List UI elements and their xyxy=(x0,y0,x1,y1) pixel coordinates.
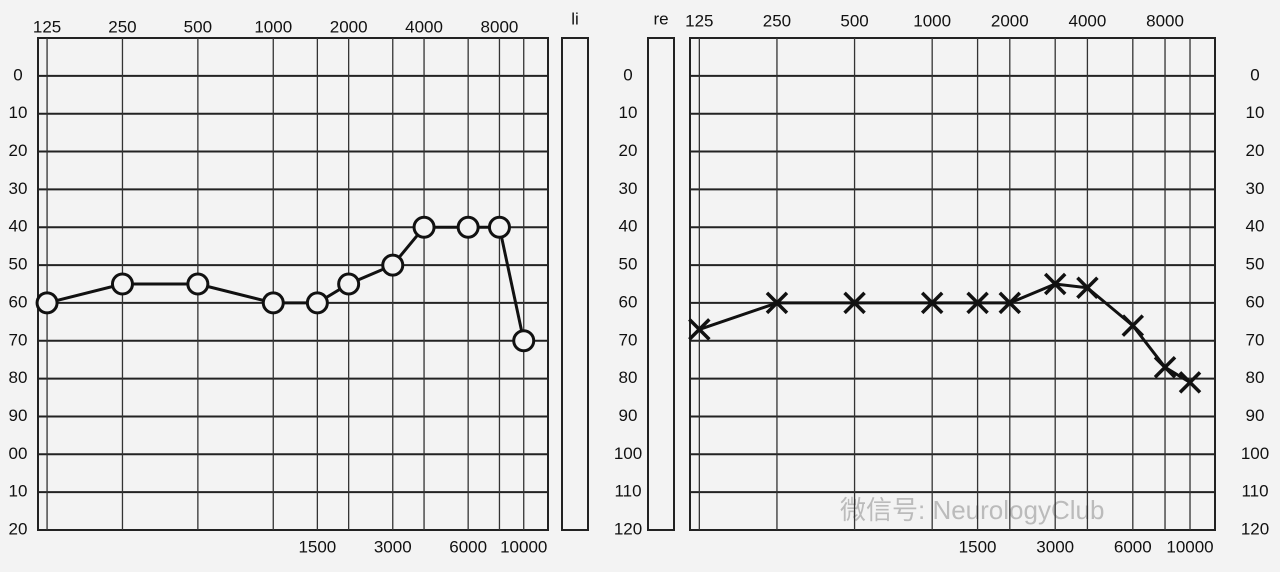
y-tick-label: 30 xyxy=(1246,179,1265,198)
data-marker xyxy=(337,272,361,296)
ear-column xyxy=(647,37,675,531)
y-tick-label: 0 xyxy=(1250,65,1259,84)
x-tick-label: 1500 xyxy=(298,537,336,556)
data-marker xyxy=(998,291,1022,315)
y-tick-label: 00 xyxy=(9,444,28,463)
y-tick-label: 120 xyxy=(614,519,642,538)
y-tick-label: 60 xyxy=(9,292,28,311)
x-tick-label: 125 xyxy=(33,17,61,36)
y-tick-label: 0 xyxy=(13,65,22,84)
x-tick-label: 6000 xyxy=(449,537,487,556)
y-tick-label: 30 xyxy=(619,179,638,198)
y-tick-label: 10 xyxy=(1246,103,1265,122)
data-marker xyxy=(110,272,134,296)
x-tick-label: 4000 xyxy=(1068,11,1106,30)
data-marker xyxy=(35,291,59,315)
y-tick-label: 20 xyxy=(1246,141,1265,160)
x-tick-label: 1500 xyxy=(959,537,997,556)
ear-column xyxy=(561,37,589,531)
y-tick-label: 90 xyxy=(1246,406,1265,425)
y-tick-label: 0 xyxy=(623,65,632,84)
y-tick-label: 80 xyxy=(1246,368,1265,387)
data-marker xyxy=(920,291,944,315)
y-tick-label: 10 xyxy=(619,103,638,122)
x-tick-label: 1000 xyxy=(254,17,292,36)
x-tick-label: 2000 xyxy=(991,11,1029,30)
data-marker xyxy=(1121,314,1145,337)
data-marker xyxy=(487,215,511,239)
y-tick-label: 50 xyxy=(619,255,638,274)
data-marker xyxy=(1153,356,1177,379)
data-marker xyxy=(966,291,989,315)
y-tick-label: 70 xyxy=(619,330,638,349)
y-tick-label: 120 xyxy=(1241,519,1269,538)
y-tick-label: 80 xyxy=(9,368,28,387)
x-tick-label: 1000 xyxy=(913,11,951,30)
y-tick-label: 60 xyxy=(619,292,638,311)
y-tick-label: 70 xyxy=(9,330,28,349)
x-tick-label: 10000 xyxy=(1166,537,1213,556)
x-tick-label: 500 xyxy=(840,11,868,30)
data-marker xyxy=(412,215,436,239)
data-marker xyxy=(843,291,866,315)
y-tick-label: 40 xyxy=(619,217,638,236)
x-tick-label: 500 xyxy=(184,17,212,36)
data-marker xyxy=(261,291,285,315)
x-tick-label: 3000 xyxy=(1036,537,1074,556)
x-tick-label: 250 xyxy=(763,11,791,30)
y-tick-label: 20 xyxy=(619,141,638,160)
data-marker xyxy=(688,318,711,341)
watermark: 微信号: NeurologyClub xyxy=(840,495,1104,525)
data-marker xyxy=(1178,371,1202,394)
y-tick-label: 20 xyxy=(9,519,28,538)
y-tick-label: 50 xyxy=(9,255,28,274)
y-tick-label: 40 xyxy=(1246,217,1265,236)
data-marker xyxy=(456,215,480,239)
y-tick-label: 110 xyxy=(1241,482,1268,501)
ear-label: re xyxy=(653,9,668,28)
x-tick-label: 8000 xyxy=(481,17,519,36)
y-tick-label: 30 xyxy=(9,179,28,198)
y-tick-label: 60 xyxy=(1246,292,1265,311)
data-marker xyxy=(186,272,210,296)
y-tick-label: 110 xyxy=(614,482,641,501)
x-tick-label: 125 xyxy=(685,11,713,30)
data-marker xyxy=(1076,276,1099,300)
y-tick-label: 100 xyxy=(1241,444,1269,463)
ear-label: li xyxy=(571,9,579,28)
x-tick-label: 3000 xyxy=(374,537,412,556)
x-tick-label: 4000 xyxy=(405,17,443,36)
data-marker xyxy=(765,291,789,315)
x-tick-label: 8000 xyxy=(1146,11,1184,30)
data-marker xyxy=(305,291,329,315)
y-tick-label: 100 xyxy=(614,444,642,463)
y-tick-label: 50 xyxy=(1246,255,1265,274)
plot-frame xyxy=(689,37,1216,531)
y-tick-label: 40 xyxy=(9,217,28,236)
x-tick-label: 6000 xyxy=(1114,537,1152,556)
y-tick-label: 90 xyxy=(9,406,28,425)
y-tick-label: 10 xyxy=(9,103,28,122)
data-marker xyxy=(381,253,405,277)
y-tick-label: 90 xyxy=(619,406,638,425)
y-tick-label: 70 xyxy=(1246,330,1265,349)
x-tick-label: 250 xyxy=(108,17,136,36)
x-tick-label: 2000 xyxy=(330,17,368,36)
y-tick-label: 80 xyxy=(619,368,638,387)
data-marker xyxy=(512,329,536,353)
x-tick-label: 10000 xyxy=(500,537,547,556)
y-tick-label: 10 xyxy=(9,482,28,501)
data-marker xyxy=(1043,272,1067,296)
y-tick-label: 20 xyxy=(9,141,28,160)
